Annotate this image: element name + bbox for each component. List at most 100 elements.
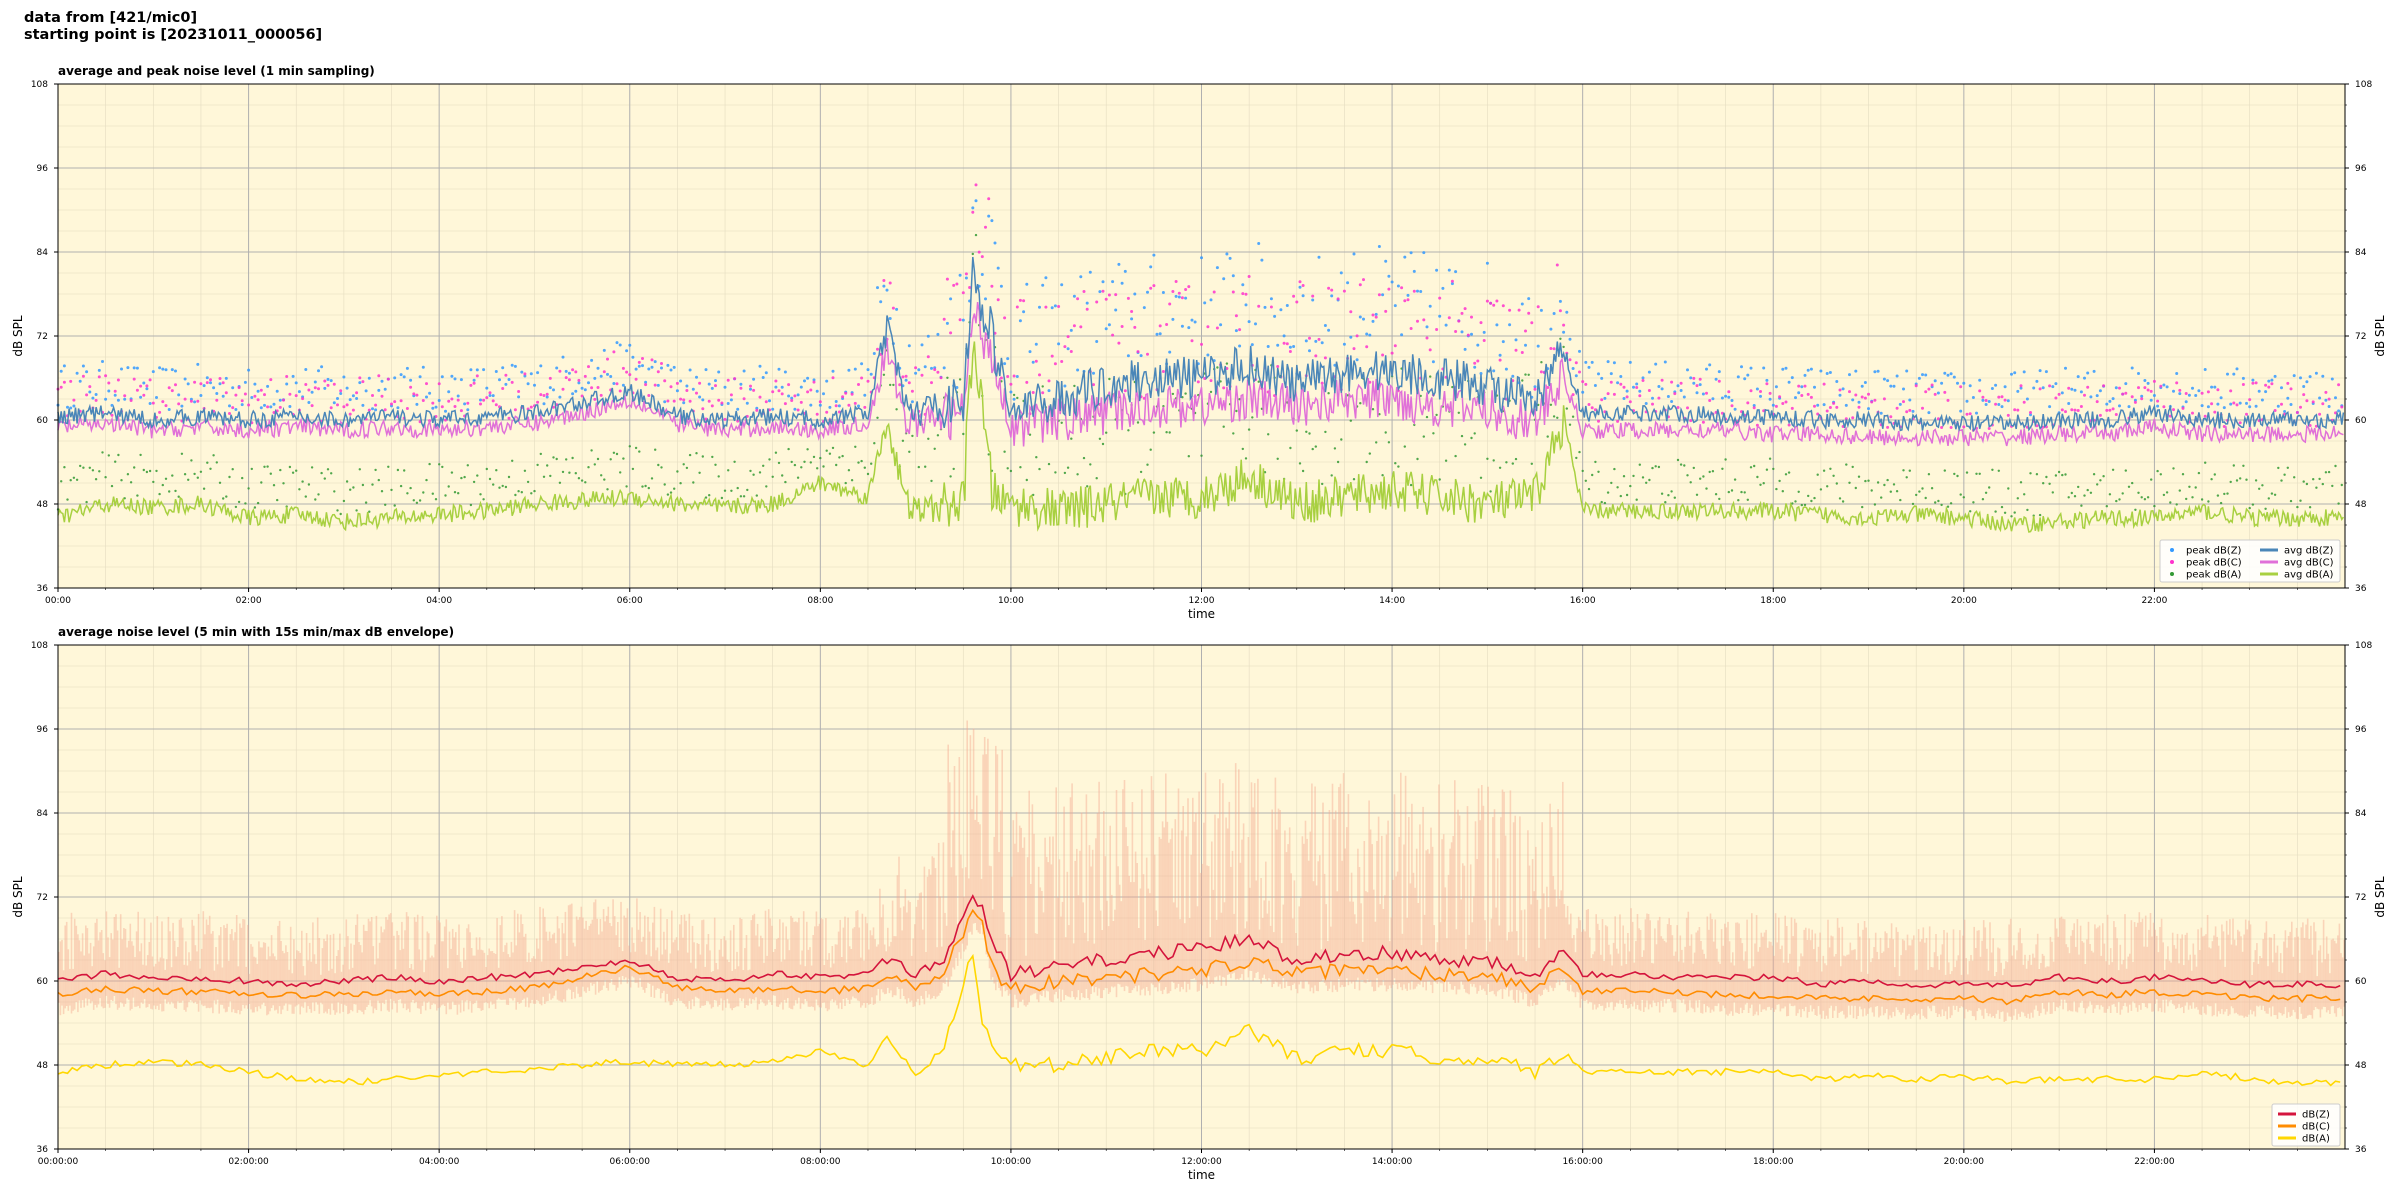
point-peak_a [244,502,247,505]
point-peak_z [1231,274,1235,278]
point-peak_a [291,471,295,474]
point-peak_c [1082,290,1086,293]
envelope-bar [1719,963,1721,1012]
point-peak_z [1390,280,1394,284]
envelope-bar [1363,841,1366,983]
point-peak_a [2277,466,2280,470]
point-peak_z [580,386,584,390]
legend-marker-peak_z [2170,548,2174,552]
point-peak_z [66,405,69,409]
envelope-bar [767,909,770,1000]
envelope-bar [1242,823,1245,981]
point-peak_z [1482,330,1486,334]
point-peak_a [472,480,476,484]
envelope-bar [672,942,675,1002]
envelope-bar [1560,890,1562,980]
point-peak_a [1505,461,1508,464]
point-peak_z [1254,322,1257,326]
point-peak_c [949,331,953,335]
point-peak_a [2029,472,2032,475]
point-peak_c [1517,308,1521,312]
envelope-bar [331,968,333,1004]
point-peak_c [1349,310,1353,314]
point-peak_z [1822,403,1826,407]
x-tick-label: 18:00 [1760,596,1786,606]
point-peak_c [723,417,727,421]
point-peak_a [209,467,212,470]
envelope-bar [1334,810,1337,990]
envelope-bar [1365,891,1367,984]
point-peak_z [1244,303,1248,307]
envelope-bar [613,916,616,986]
envelope-bar [1516,931,1518,990]
point-peak_a [688,453,692,457]
envelope-bar [1868,938,1871,1009]
point-peak_c [193,380,197,384]
point-peak_a [215,461,218,464]
envelope-bar [988,865,991,969]
envelope-bar [814,926,816,1011]
envelope-bar [1768,941,1771,1007]
envelope-bar [1314,786,1316,986]
point-peak_z [1844,403,1848,407]
envelope-bar [1867,973,1869,1014]
envelope-bar [1061,901,1064,990]
point-peak_a [1540,361,1543,364]
envelope-bar [1535,846,1537,1006]
envelope-bar [2121,964,2123,1010]
envelope-bar [1541,822,1543,995]
envelope-bar [863,960,865,1003]
point-peak_c [2267,385,2271,389]
point-peak_c [1136,350,1140,354]
point-peak_c [164,404,168,408]
point-peak_c [577,378,581,382]
point-peak_a [1095,477,1098,480]
envelope-bar [1360,903,1362,981]
envelope-bar [2341,957,2344,1017]
point-peak_z [1063,384,1067,388]
point-peak_a [1127,429,1130,432]
envelope-bar [488,948,490,1009]
envelope-bar [2090,950,2093,1005]
envelope-bar [245,966,247,1006]
envelope-bar [139,951,141,1009]
envelope-bar [1913,935,1915,1015]
envelope-bar [315,963,317,1003]
point-peak_c [1311,294,1315,298]
envelope-bar [1001,749,1003,997]
envelope-bar [1155,910,1157,988]
point-peak_z [961,318,965,322]
envelope-bar [1126,846,1129,987]
envelope-bar [1978,930,1980,1009]
point-peak_c [393,400,397,404]
envelope-bar [96,918,98,1008]
envelope-bar [151,956,154,1010]
envelope-bar [348,969,351,1014]
point-peak_c [1206,325,1210,329]
point-peak_z [421,365,425,369]
point-peak_a [1759,483,1762,486]
envelope-bar [1128,875,1130,993]
point-peak_a [2102,475,2105,478]
envelope-bar [872,927,875,1005]
point-peak_z [1905,369,1909,373]
point-peak_a [622,457,625,460]
point-peak_c [285,375,289,378]
envelope-bar [2171,932,2174,1004]
envelope-bar [2257,963,2260,1007]
envelope-bar [1517,955,1520,1003]
envelope-bar [470,948,473,1013]
point-peak_a [1571,415,1575,418]
envelope-bar [2211,941,2214,1017]
envelope-bar [829,967,832,1001]
envelope-bar [1368,800,1370,982]
envelope-bar [1641,956,1643,1000]
envelope-bar [520,914,522,1003]
point-peak_a [1749,466,1753,469]
point-peak_z [1936,391,1940,395]
point-peak_c [628,373,632,377]
point-peak_z [1104,327,1108,331]
envelope-bar [1063,806,1065,1001]
envelope-bar [232,940,235,1010]
